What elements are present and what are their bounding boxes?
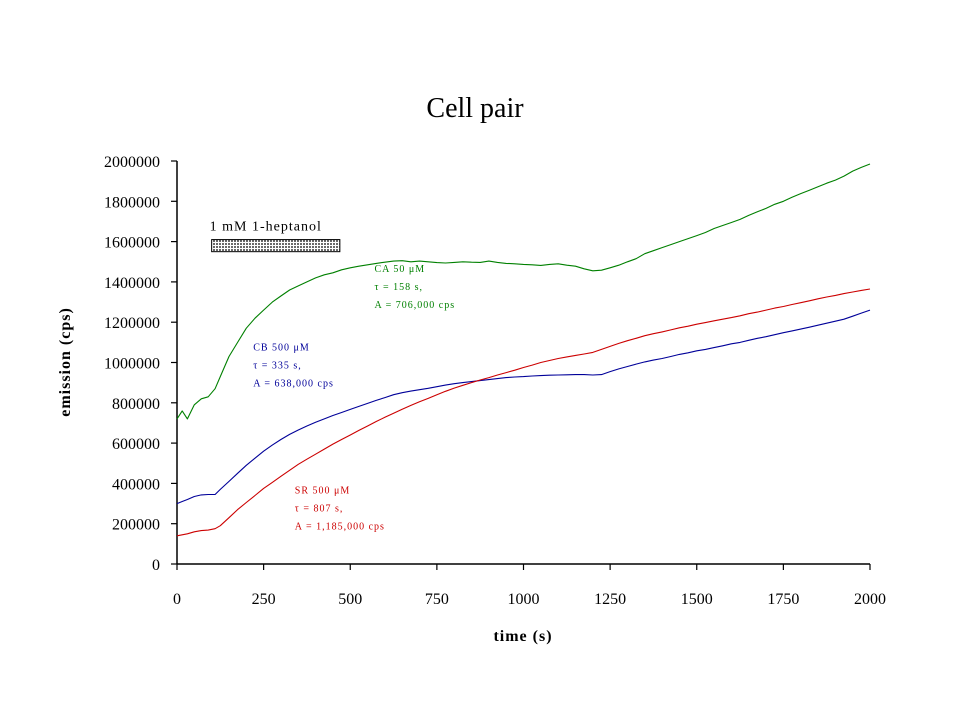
y-tick-label: 0 xyxy=(152,557,160,574)
y-tick-label: 800000 xyxy=(112,396,160,413)
x-axis-label: time (s) xyxy=(493,628,552,645)
x-tick-label: 1250 xyxy=(594,591,626,608)
annotation-ca: τ = 158 s, xyxy=(375,282,424,293)
x-axis-ticks: 0 250 500 750 1000 1250 1500 1750 2000 xyxy=(173,564,886,608)
y-tick-label: 1200000 xyxy=(104,315,160,332)
stimulus-bar xyxy=(211,239,341,253)
x-tick-label: 2000 xyxy=(854,591,886,608)
y-axis-label: emission (cps) xyxy=(57,307,74,417)
y-tick-label: 200000 xyxy=(112,517,160,534)
series-line-cb xyxy=(176,309,871,505)
annotation-sr: A = 1,185,000 cps xyxy=(295,521,385,532)
y-tick-label: 600000 xyxy=(112,436,160,453)
series-line-ca xyxy=(176,163,871,420)
annotation-sr: τ = 807 s, xyxy=(295,503,344,514)
chart-title: Cell pair xyxy=(426,93,524,124)
annotation-ca: CA 50 μM xyxy=(375,264,426,275)
y-axis-ticks: 0 200000 400000 600000 800000 1000000 1200000 1… xyxy=(104,154,177,574)
x-tick-label: 500 xyxy=(338,591,362,608)
stimulus-marker: 1 mM 1-heptanol xyxy=(210,220,341,253)
annotation-cb: A = 638,000 cps xyxy=(253,378,334,389)
annotation-sr: SR 500 μM xyxy=(295,485,350,496)
annotations: CA 50 μM τ = 158 s, A = 706,000 cps CB 500 … xyxy=(253,264,456,533)
annotation-ca: A = 706,000 cps xyxy=(375,300,456,311)
annotation-cb: τ = 335 s, xyxy=(253,360,302,371)
annotation-cb: CB 500 μM xyxy=(253,342,310,353)
series-layer xyxy=(176,163,871,537)
x-tick-label: 0 xyxy=(173,591,181,608)
x-tick-label: 750 xyxy=(425,591,449,608)
x-tick-label: 250 xyxy=(252,591,276,608)
stimulus-label: 1 mM 1-heptanol xyxy=(210,220,322,235)
y-tick-label: 1800000 xyxy=(104,194,160,211)
x-tick-label: 1500 xyxy=(681,591,713,608)
y-tick-label: 400000 xyxy=(112,476,160,493)
y-tick-label: 1000000 xyxy=(104,356,160,373)
y-tick-label: 1600000 xyxy=(104,235,160,252)
x-tick-label: 1000 xyxy=(508,591,540,608)
x-tick-label: 1750 xyxy=(767,591,799,608)
y-tick-label: 2000000 xyxy=(104,154,160,171)
y-tick-label: 1400000 xyxy=(104,275,160,292)
series-line-sr xyxy=(176,288,871,537)
